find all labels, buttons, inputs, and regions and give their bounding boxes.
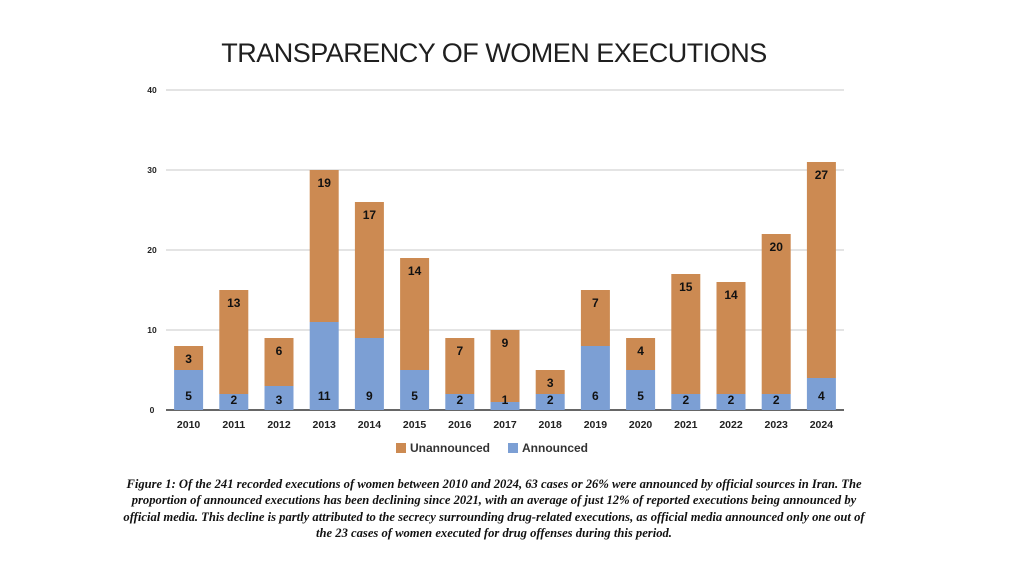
x-tick-label: 2020: [629, 419, 653, 431]
bar-unannounced-2022: [716, 282, 746, 394]
data-label-announced: 2: [682, 393, 689, 407]
x-tick-label: 2023: [765, 419, 789, 431]
x-tick-label: 2021: [674, 419, 698, 431]
data-label-announced: 5: [185, 389, 192, 403]
data-label-unannounced: 17: [363, 208, 377, 222]
bar-announced-2010: [174, 370, 204, 410]
data-label-unannounced: 19: [318, 176, 332, 190]
bar-unannounced-2018: [535, 370, 565, 394]
y-tick-label: 30: [147, 165, 157, 175]
bar-announced-2012: [264, 386, 294, 410]
x-tick-label: 2010: [177, 419, 201, 431]
bar-unannounced-2024: [806, 162, 836, 378]
stacked-bar-chart: 0102030405320102132011362012111920139172…: [147, 85, 844, 455]
x-tick-label: 2017: [493, 419, 517, 431]
bar-unannounced-2020: [626, 338, 656, 370]
bar-unannounced-2021: [671, 274, 701, 394]
x-tick-label: 2015: [403, 419, 427, 431]
legend-label-announced: Announced: [522, 441, 588, 455]
x-tick-label: 2013: [313, 419, 337, 431]
bar-unannounced-2015: [400, 258, 430, 370]
data-label-unannounced: 6: [276, 344, 283, 358]
data-label-unannounced: 14: [408, 264, 422, 278]
bar-announced-2013: [309, 322, 339, 410]
data-label-unannounced: 3: [547, 376, 554, 390]
bar-announced-2022: [716, 394, 746, 410]
bar-announced-2016: [445, 394, 475, 410]
bar-announced-2018: [535, 394, 565, 410]
bar-unannounced-2012: [264, 338, 294, 386]
bar-announced-2017: [490, 402, 520, 410]
data-label-unannounced: 13: [227, 296, 241, 310]
data-label-unannounced: 7: [456, 344, 463, 358]
y-tick-label: 20: [147, 245, 157, 255]
figure-caption: Figure 1: Of the 241 recorded executions…: [123, 477, 865, 541]
x-tick-label: 2024: [810, 419, 834, 431]
data-label-unannounced: 27: [815, 168, 829, 182]
bar-unannounced-2023: [761, 234, 791, 394]
data-label-unannounced: 9: [502, 336, 509, 350]
bar-announced-2014: [354, 338, 384, 410]
data-label-unannounced: 14: [724, 288, 738, 302]
data-label-announced: 9: [366, 389, 373, 403]
legend-swatch-unannounced: [396, 443, 406, 453]
legend-label-unannounced: Unannounced: [410, 441, 490, 455]
bar-announced-2015: [400, 370, 430, 410]
y-tick-label: 40: [147, 85, 157, 95]
chart-title: TRANSPARENCY OF WOMEN EXECUTIONS: [221, 38, 767, 68]
bar-unannounced-2019: [580, 290, 610, 346]
bar-unannounced-2016: [445, 338, 475, 394]
data-label-announced: 2: [728, 393, 735, 407]
bar-announced-2021: [671, 394, 701, 410]
x-tick-label: 2011: [222, 419, 245, 431]
x-tick-label: 2014: [358, 419, 382, 431]
x-tick-label: 2018: [539, 419, 563, 431]
bar-unannounced-2017: [490, 330, 520, 402]
data-label-announced: 1: [502, 393, 509, 407]
data-label-announced: 3: [276, 393, 283, 407]
data-label-unannounced: 15: [679, 280, 693, 294]
data-label-announced: 5: [637, 389, 644, 403]
data-label-unannounced: 3: [185, 352, 192, 366]
data-label-announced: 11: [318, 389, 331, 403]
y-tick-label: 10: [147, 325, 157, 335]
data-label-announced: 6: [592, 389, 599, 403]
data-label-announced: 5: [411, 389, 418, 403]
data-label-unannounced: 7: [592, 296, 599, 310]
bar-unannounced-2010: [174, 346, 204, 370]
data-label-announced: 2: [456, 393, 463, 407]
x-tick-label: 2012: [267, 419, 291, 431]
data-label-unannounced: 20: [770, 240, 784, 254]
x-tick-label: 2019: [584, 419, 608, 431]
bar-announced-2024: [806, 378, 836, 410]
bar-announced-2023: [761, 394, 791, 410]
bar-announced-2019: [580, 346, 610, 410]
bar-announced-2020: [626, 370, 656, 410]
bar-unannounced-2014: [354, 202, 384, 338]
x-tick-label: 2022: [719, 419, 743, 431]
bar-unannounced-2011: [219, 290, 249, 394]
data-label-announced: 2: [230, 393, 237, 407]
bar-unannounced-2013: [309, 170, 339, 322]
data-label-announced: 2: [773, 393, 780, 407]
data-label-announced: 2: [547, 393, 554, 407]
bar-announced-2011: [219, 394, 249, 410]
legend-swatch-announced: [508, 443, 518, 453]
data-label-unannounced: 4: [637, 344, 644, 358]
data-label-announced: 4: [818, 389, 825, 403]
y-tick-label: 0: [150, 405, 155, 415]
x-tick-label: 2016: [448, 419, 472, 431]
